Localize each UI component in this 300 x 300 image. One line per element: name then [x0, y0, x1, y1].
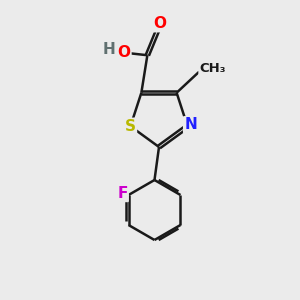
Text: O: O — [153, 16, 166, 31]
Text: H: H — [103, 42, 115, 57]
Text: S: S — [125, 119, 136, 134]
Text: O: O — [118, 45, 130, 60]
Text: F: F — [117, 186, 128, 201]
Text: CH₃: CH₃ — [200, 62, 226, 75]
Text: N: N — [184, 117, 197, 132]
